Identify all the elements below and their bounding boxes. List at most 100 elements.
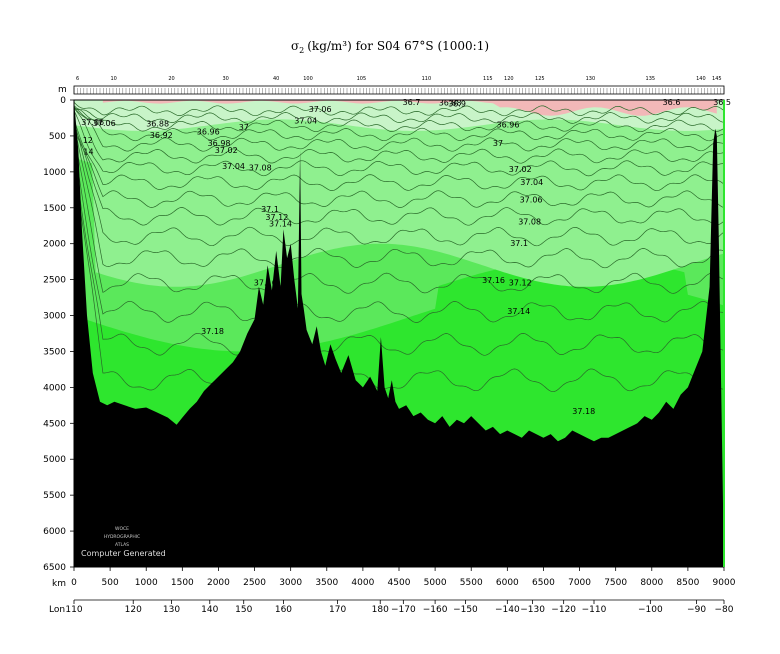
seafloor-fill: [74, 100, 724, 567]
lon-tick-label: 130: [163, 605, 180, 615]
station-label: 145: [712, 76, 722, 82]
x-tick-label: 4000: [351, 578, 374, 588]
lon-axis-ticks: 110 120 130 140 150 160 170 180 −170 −160 −150 −140…: [65, 600, 734, 615]
chart-title: σ2 (kg/m³) for S04 67°S (1000:1): [291, 39, 489, 55]
lon-tick-label: −130: [520, 605, 545, 615]
contour-label: 37: [493, 139, 503, 148]
contour-label: 36.96: [197, 128, 220, 137]
station-label: 110: [422, 76, 432, 82]
contour-36.92: [73, 107, 725, 164]
y-axis-ticks: 0 500 1000 1500 2000 2500 3000 3500 4000 4500 5000…: [43, 96, 74, 573]
contour-36.88: [73, 106, 725, 152]
y-tick-label: 1000: [43, 168, 66, 178]
contour-label: 36.88: [146, 120, 169, 129]
y-tick-label: 6500: [43, 563, 66, 573]
contour-label: 37.02: [215, 146, 238, 155]
contour-label: 12: [83, 136, 93, 145]
contour-label: 37.02: [509, 165, 532, 174]
lon-tick-label: −90: [687, 605, 706, 615]
contour-label: 37.08: [249, 163, 272, 172]
x-axis-ticks: 0 500 1000 1500 2000 2500 3000 3500 4000 4500 5000…: [71, 567, 736, 588]
title-symbol: σ: [291, 39, 299, 53]
lon-tick-label: −110: [582, 605, 607, 615]
station-label: 20: [168, 76, 174, 82]
contour-37.08: [73, 134, 725, 294]
contour-label: 37.14: [269, 219, 292, 228]
lon-axis-label: Lon: [49, 605, 65, 615]
lon-tick-label: 170: [329, 605, 346, 615]
y-tick-label: 4000: [43, 383, 66, 393]
contour-37.04: [73, 121, 725, 247]
computer-generated-note: Computer Generated: [81, 549, 166, 558]
contour-37.14: [73, 162, 725, 393]
title-main: (kg/m³) for S04 67°S (1000:1): [307, 39, 489, 53]
y-tick-label: 1500: [43, 204, 66, 214]
contour-36.98: [73, 118, 725, 192]
seafloor: [74, 100, 724, 567]
x-tick-label: 3500: [315, 578, 338, 588]
contour-label: 36.6: [663, 98, 681, 107]
contour-label: 37.04: [222, 162, 245, 171]
contour-label: 37.12: [265, 213, 288, 222]
contour-label: 37.12: [509, 278, 532, 287]
contour-label: 36.9: [448, 100, 466, 109]
x-tick-label: 7000: [568, 578, 591, 588]
contour-label: 37.16: [254, 278, 277, 287]
station-ticks: 6 10 20 30 40 100 105 110 115 120 125 130 135 140 145: [73, 76, 725, 94]
title-subscript: 2: [299, 46, 304, 55]
fill-light-green: [74, 100, 724, 287]
contour-label: 36.5: [713, 98, 731, 107]
contour-label: 37.04: [520, 178, 543, 187]
x-tick-label: 0: [71, 578, 77, 588]
lon-tick-label: 140: [201, 605, 218, 615]
station-label: 135: [646, 76, 656, 82]
contour-lines: [73, 101, 725, 393]
station-label: 6: [76, 76, 79, 82]
x-tick-label: 5000: [424, 578, 447, 588]
x-tick-label: 9000: [713, 578, 736, 588]
lon-tick-label: 150: [235, 605, 252, 615]
x-tick-label: 2500: [243, 578, 266, 588]
station-label: 100: [303, 76, 313, 82]
y-tick-label: 3000: [43, 312, 66, 322]
station-label: 115: [483, 76, 493, 82]
contour-label: 36.98: [208, 139, 231, 148]
lon-tick-label: 160: [275, 605, 292, 615]
contour-label: 37.04: [294, 117, 317, 126]
station-label: 10: [111, 76, 117, 82]
contour-36.5: [73, 101, 725, 117]
x-tick-label: 8500: [676, 578, 699, 588]
lon-tick-label: −120: [551, 605, 576, 615]
contour-label: 37.06: [520, 196, 543, 205]
x-tick-label: 5500: [460, 578, 483, 588]
contour-label: 37.18: [572, 407, 595, 416]
x-tick-label: 7500: [604, 578, 627, 588]
contour-37.12: [73, 155, 725, 356]
y-tick-label: 500: [49, 132, 66, 142]
contour-36.8: [73, 105, 725, 142]
lon-tick-label: 180: [372, 605, 389, 615]
contour-37.1: [73, 145, 725, 323]
y-tick-label: 0: [60, 96, 66, 106]
station-label: 105: [357, 76, 367, 82]
watermark-line-1: WOCE: [115, 526, 129, 532]
contour-label: 37.18: [201, 327, 224, 336]
contour-36.6: [73, 108, 725, 124]
contour-label: 14: [83, 148, 93, 157]
station-label: 130: [586, 76, 596, 82]
station-label: 120: [504, 76, 514, 82]
contour-37.06: [73, 123, 725, 269]
contour-label: 37.1: [510, 239, 528, 248]
y-axis-label: m: [58, 85, 67, 95]
contour-label: 37.08: [518, 217, 541, 226]
lon-tick-label: −100: [638, 605, 663, 615]
woce-logo: WOCE HYDROGRAPHIC ATLAS: [104, 526, 140, 548]
y-tick-label: 4500: [43, 419, 66, 429]
contour-label: 37.16: [482, 276, 505, 285]
y-tick-label: 2500: [43, 276, 66, 286]
watermark-line-2: HYDROGRAPHIC: [104, 534, 140, 540]
contour-37: [73, 127, 725, 208]
lon-tick-label: 120: [125, 605, 142, 615]
station-label: 40: [273, 76, 279, 82]
